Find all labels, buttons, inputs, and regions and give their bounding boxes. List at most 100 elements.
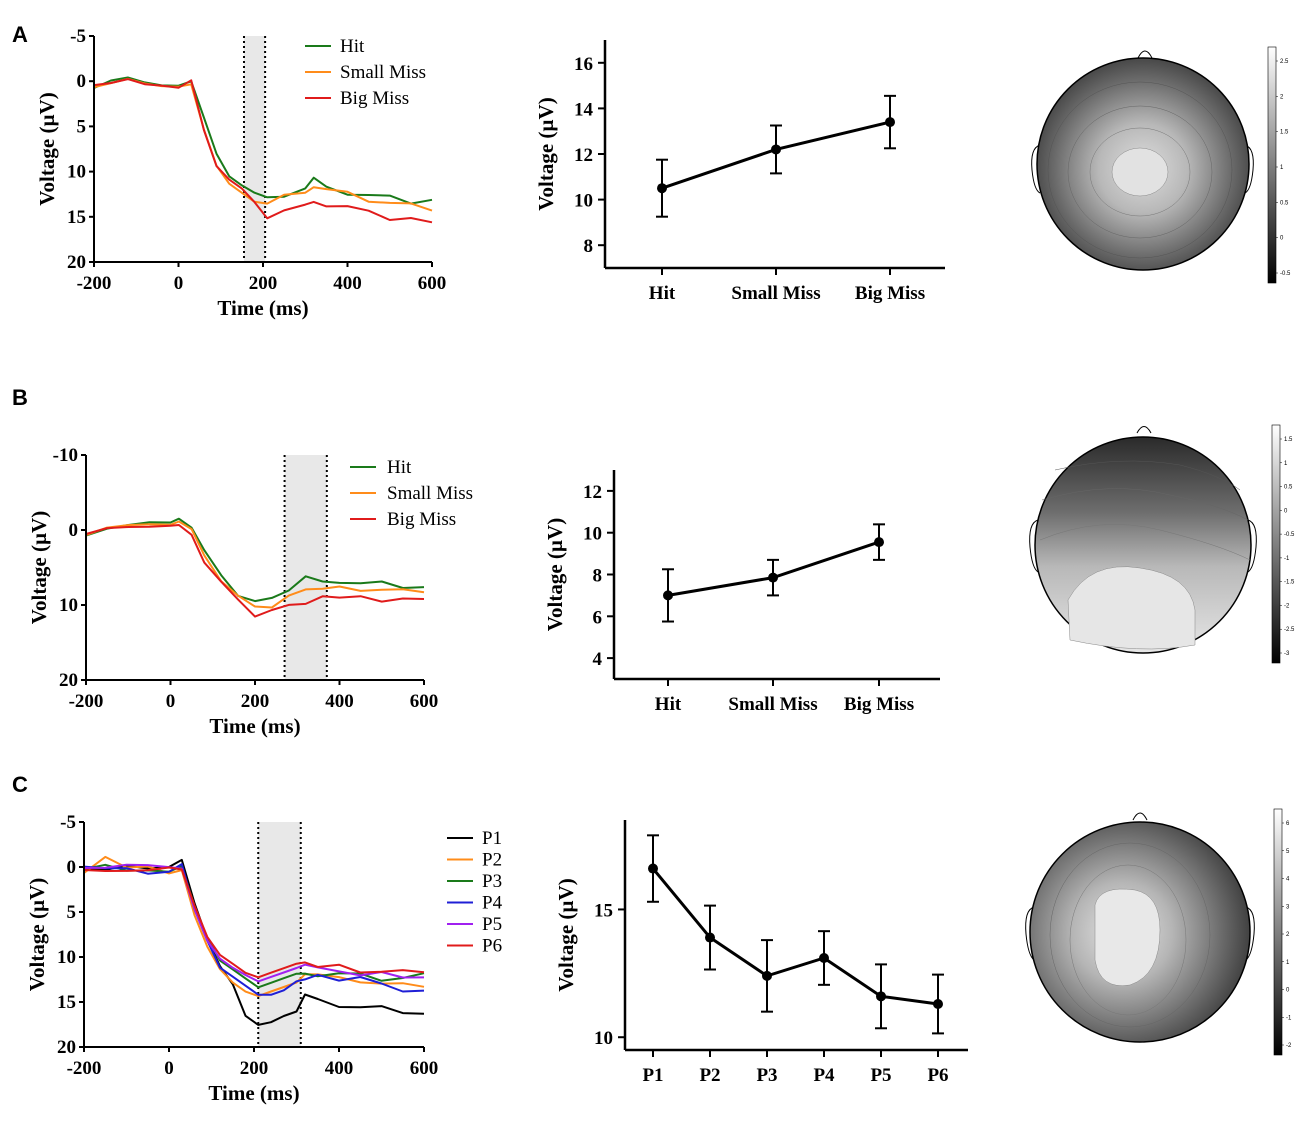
y-tick-label: 8: [593, 566, 603, 587]
y-tick-label: 5: [77, 116, 87, 137]
colorbar-tick-label: 0.5: [1284, 485, 1293, 491]
y-tick-label: 15: [594, 900, 613, 921]
series-line-p3: [83, 863, 425, 989]
x-tick-label: 0: [174, 273, 184, 294]
shaded-window: [243, 36, 266, 262]
data-point: [933, 999, 943, 1009]
category-label: P3: [756, 1065, 777, 1086]
category-label: P2: [699, 1065, 720, 1086]
erp-chart-a: -200 0 200 400 600 -5 0 5 10 15 20 Time (ms) Voltage…: [35, 26, 446, 320]
y-tick-label: 0: [69, 520, 79, 541]
colorbar-tick-label: 0: [1280, 236, 1284, 242]
colorbar-tick-label: 6: [1286, 821, 1290, 827]
series-line-p1: [83, 858, 425, 1026]
x-axis-label: Time (ms): [208, 1081, 299, 1105]
panel-label-c: C: [12, 772, 28, 797]
colorbar-tick-label: 1: [1286, 960, 1290, 966]
category-label: P6: [927, 1065, 948, 1086]
colorbar-tick-label: 2: [1280, 94, 1284, 100]
series-line-small-miss: [85, 520, 425, 609]
y-tick-label: 10: [57, 947, 76, 968]
x-tick-label: 200: [240, 1058, 269, 1079]
mean-chart-b: 4 6 8 10 12 Hit Small Miss Big Miss Voltage (µV): [543, 470, 940, 715]
y-tick-label: 4: [593, 649, 603, 670]
y-tick-label: 6: [593, 607, 603, 628]
panel-label-b: B: [12, 385, 28, 410]
y-tick-label: -5: [60, 812, 76, 833]
y-tick-label: -5: [70, 26, 86, 47]
mean-line: [651, 867, 939, 1006]
category-label: P4: [813, 1065, 835, 1086]
y-tick-label: -10: [53, 445, 78, 466]
colorbar-tick-label: 2: [1286, 932, 1290, 938]
data-point: [648, 863, 658, 874]
legend-label: P2: [482, 850, 502, 871]
y-axis-label: Voltage (µV): [534, 97, 558, 210]
data-point: [657, 183, 667, 194]
legend-label: P1: [482, 828, 502, 849]
category-label: P1: [642, 1065, 663, 1086]
x-tick-label: 0: [166, 691, 176, 712]
category-label: Big Miss: [844, 694, 914, 715]
x-tick-label: 600: [410, 691, 439, 712]
y-tick-label: 15: [57, 992, 76, 1013]
y-tick-label: 10: [594, 1028, 613, 1049]
x-tick-label: -200: [67, 1058, 102, 1079]
y-axis-label: Voltage (µV): [25, 878, 49, 991]
legend-label: Hit: [387, 457, 412, 478]
y-axis-label: Voltage (µV): [27, 511, 51, 624]
y-tick-label: 12: [574, 145, 593, 166]
x-axis-label: Time (ms): [209, 714, 300, 738]
erp-chart-c: -200 0 200 400 600 -5 0 5 10 15 20 Time (ms) Voltage…: [25, 812, 503, 1105]
colorbar-tick-label: 1.5: [1284, 437, 1293, 443]
y-tick-label: 0: [77, 71, 87, 92]
y-tick-label: 20: [67, 252, 86, 273]
data-point: [762, 970, 772, 981]
legend-label: Big Miss: [340, 88, 409, 109]
category-label: Hit: [655, 694, 682, 715]
x-tick-label: 400: [325, 1058, 354, 1079]
x-tick-label: 0: [164, 1058, 174, 1079]
colorbar-tick-label: -3: [1284, 651, 1290, 657]
y-axis-label: Voltage (µV): [543, 518, 567, 631]
series-line-p5: [83, 863, 425, 983]
y-tick-label: 15: [67, 207, 86, 228]
x-tick-label: 600: [410, 1058, 439, 1079]
y-tick-label: 14: [574, 99, 594, 120]
legend-label: Hit: [340, 36, 365, 57]
colorbar-tick-label: -2.5: [1284, 627, 1295, 633]
colorbar-tick-label: -0.5: [1284, 532, 1295, 538]
x-tick-label: -200: [69, 691, 104, 712]
topomap-c: [1025, 812, 1255, 1043]
mean-chart-a: 8 10 12 14 16 Hit Small Miss Big Miss Voltage (µ…: [534, 40, 945, 304]
erp-chart-b: -200 0 200 400 600 -10 0 10 20 Time (ms) Voltage (…: [27, 445, 473, 738]
y-tick-label: 10: [574, 191, 593, 212]
mean-chart-c: 10 15 P1 P2 P3 P4 P5 P6 Voltage (µV): [554, 820, 968, 1086]
colorbar-tick-label: -1: [1284, 556, 1290, 562]
y-tick-label: 12: [583, 482, 602, 503]
legend-label: Big Miss: [387, 509, 456, 530]
y-axis-label: Voltage (µV): [554, 878, 578, 991]
colorbar-tick-label: 0.5: [1280, 200, 1289, 206]
topomap-b: [1029, 426, 1257, 654]
data-point: [705, 932, 715, 943]
category-label: Big Miss: [855, 283, 925, 304]
data-point: [874, 537, 884, 548]
colorbar-a: 2.5 2 1.5 1 0.5 0 -0.5: [1267, 46, 1291, 284]
colorbar-tick-label: -2: [1284, 603, 1290, 609]
x-axis-label: Time (ms): [217, 296, 308, 320]
colorbar-c: 6 5 4 3 2 1 0 -1 -2: [1273, 808, 1292, 1056]
colorbar-tick-label: -1.5: [1284, 580, 1295, 586]
x-tick-label: 400: [325, 691, 354, 712]
legend-label: Small Miss: [340, 62, 426, 83]
y-tick-label: 16: [574, 54, 593, 75]
x-tick-label: -200: [77, 273, 112, 294]
colorbar-tick-label: -2: [1286, 1043, 1292, 1049]
colorbar-tick-label: 3: [1286, 904, 1290, 910]
series-line-p6: [83, 866, 425, 979]
colorbar-tick-label: 1: [1280, 165, 1284, 171]
topomap-a: [1031, 50, 1254, 271]
series-line-hit: [85, 517, 425, 603]
y-tick-label: 20: [57, 1037, 76, 1058]
